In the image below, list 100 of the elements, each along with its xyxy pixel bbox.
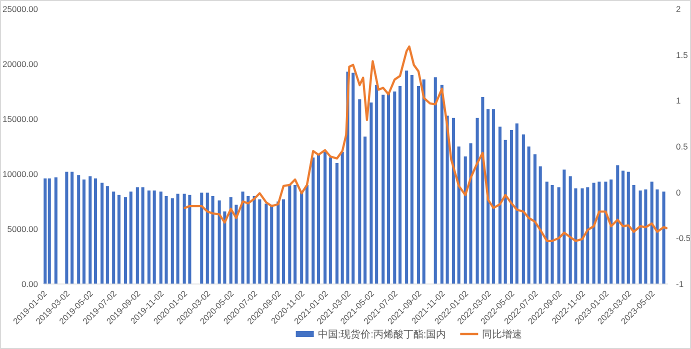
bar [211,196,214,284]
bar [200,192,204,284]
bar [650,182,654,284]
bar [176,194,180,284]
bar [393,92,396,284]
bar [440,84,444,284]
bar [170,198,174,284]
y-tick-label: 10000.00 [2,169,38,179]
y-tick-label: 25000.00 [2,4,38,14]
bar [182,194,186,284]
bar [375,84,378,284]
bar [416,86,420,284]
bar [522,134,525,284]
bar [124,197,128,284]
bar [610,180,613,284]
bar [246,196,250,284]
bar [82,180,86,284]
y2-tick-label: 0 [676,187,681,198]
bar [580,188,584,284]
bar [164,196,168,284]
bar [147,190,150,284]
bar [476,118,479,284]
bar [515,123,518,284]
bar [562,170,566,284]
bar [434,77,437,284]
bar [538,166,542,284]
bar [94,178,98,284]
bar [533,154,536,284]
bar [498,126,502,284]
bar [592,182,596,284]
bar [527,146,530,284]
bar [65,172,68,284]
bar [252,196,256,284]
bar [112,192,116,284]
line-series [184,45,668,242]
bar [117,194,120,284]
bar [358,99,362,284]
bar [626,172,630,284]
y-tick-label: 0.00 [21,279,38,289]
bar [405,70,408,284]
bar [410,75,414,284]
bar [656,189,659,284]
y-tick-label: 5000.00 [7,224,38,234]
bar [305,185,308,284]
bar [276,202,280,284]
bar [557,187,560,284]
bar [328,158,332,284]
bar [258,199,262,284]
y-tick-label: 20000.00 [2,59,38,69]
legend-label: 中国:现货价:丙烯酸丁酯:国内 [318,328,446,340]
bar [504,140,507,284]
bar [282,199,286,284]
bar [510,130,514,284]
bar [352,72,355,284]
bar [188,194,192,284]
bar [452,118,455,284]
bar [632,185,636,284]
bar [159,192,162,284]
bar [152,190,156,284]
y2-tick-label: 0.5 [676,142,688,152]
bar [398,86,402,284]
bar [88,176,92,284]
bar [644,189,648,284]
y2-tick-label: 2 [676,4,681,14]
bar [481,97,484,284]
bar [300,192,304,284]
bar [386,92,390,284]
bar [141,187,144,284]
bar [492,109,495,284]
bar [44,178,47,284]
bar [662,192,666,284]
y2-tick-label: -0.5 [676,233,691,244]
bar [486,109,490,284]
bar [234,204,238,284]
bar [316,154,320,284]
bar [469,143,472,284]
bar [264,204,268,284]
bar [106,186,109,284]
bar [574,188,578,284]
bar [340,152,344,284]
bar [370,102,373,284]
bar [382,94,385,284]
y-tick-label: 15000.00 [2,114,38,124]
bar [100,182,104,284]
bar [48,178,51,284]
bar [294,185,297,284]
bar [223,211,226,284]
bar [270,204,274,284]
bar [324,152,327,284]
y2-tick-label: 1.5 [676,50,688,60]
bar [568,176,572,284]
bar [70,172,74,284]
bar [241,192,244,284]
bar [335,163,338,284]
bar [638,190,642,284]
bar [586,187,590,284]
bar [616,165,620,284]
bar [136,187,139,284]
y2-tick-label: -1 [676,279,684,289]
bar [364,136,367,284]
